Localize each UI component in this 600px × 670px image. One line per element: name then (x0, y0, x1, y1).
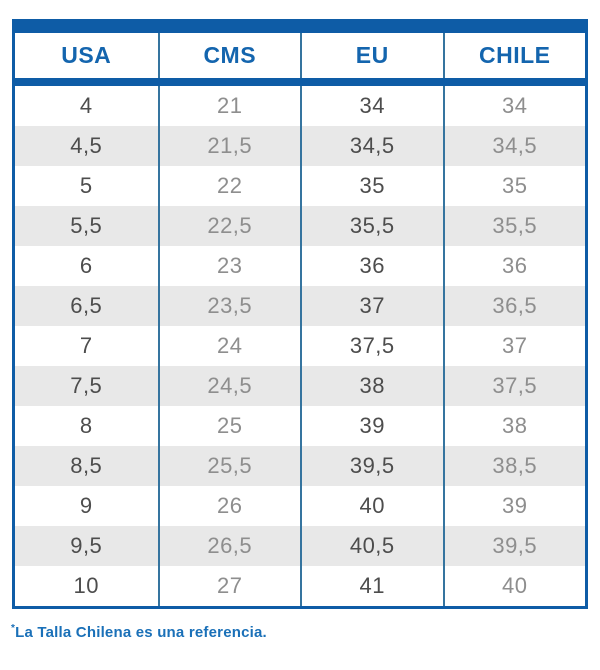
column-header-chile: CHILE (442, 33, 586, 78)
table-body: 4 21 34 34 4,5 21,5 34,5 34,5 5 22 35 35 5,5 22,5 35,5… (15, 86, 585, 606)
footnote-asterisk: * (11, 623, 16, 634)
footnote: *La Talla Chilena es una referencia. (11, 623, 267, 641)
table-cell: 37 (442, 326, 586, 366)
table-cell: 40,5 (300, 526, 443, 566)
table-cell: 39,5 (300, 446, 443, 486)
table-cell: 6 (79, 253, 93, 278)
table-cell: 9 (79, 493, 93, 518)
table-cell: 39 (442, 486, 586, 526)
table-cell: 41 (300, 566, 443, 606)
table-cell: 35 (300, 166, 443, 206)
table-cell: 26,5 (157, 526, 301, 566)
table-cell: 23 (157, 246, 301, 286)
table-top-border (12, 19, 588, 33)
table-cell: 38 (442, 406, 586, 446)
table-cell: 35,5 (442, 206, 586, 246)
table-cell: 36 (300, 246, 443, 286)
table-cell: 4,5 (70, 133, 103, 158)
table-cell: 38,5 (442, 446, 586, 486)
table-cell: 39 (300, 406, 443, 446)
column-header-eu: EU (300, 33, 443, 78)
table-cell: 22,5 (157, 206, 301, 246)
table-row: 7,5 24,5 38 37,5 (15, 366, 585, 406)
table-cell: 6,5 (70, 293, 103, 318)
table-row: 7 24 37,5 37 (15, 326, 585, 366)
size-chart-table: USA CMS EU CHILE 4 21 34 34 4,5 21,5 34,5 34,5 5… (12, 19, 588, 609)
table-cell: 24 (157, 326, 301, 366)
table-row: 6,5 23,5 37 36,5 (15, 286, 585, 326)
table-cell: 5,5 (70, 213, 103, 238)
table-cell: 8 (79, 413, 93, 438)
column-header-cms: CMS (157, 33, 301, 78)
table-row: 4,5 21,5 34,5 34,5 (15, 126, 585, 166)
footnote-text: La Talla Chilena es una referencia. (15, 624, 267, 641)
table-cell: 21 (157, 86, 301, 126)
column-header-usa: USA (61, 42, 112, 68)
table-cell: 9,5 (70, 533, 103, 558)
table-cell: 5 (79, 173, 93, 198)
table-cell: 37,5 (442, 366, 586, 406)
table-header-row: USA CMS EU CHILE (15, 33, 585, 78)
table-cell: 25,5 (157, 446, 301, 486)
table-cell: 34 (442, 86, 586, 126)
table-cell: 7 (79, 333, 93, 358)
table-cell: 7,5 (70, 373, 103, 398)
table-row: 9,5 26,5 40,5 39,5 (15, 526, 585, 566)
table-cell: 34,5 (300, 126, 443, 166)
table-cell: 21,5 (157, 126, 301, 166)
table-row: 9 26 40 39 (15, 486, 585, 526)
table-cell: 40 (442, 566, 586, 606)
table-cell: 8,5 (70, 453, 103, 478)
table-cell: 23,5 (157, 286, 301, 326)
table-cell: 26 (157, 486, 301, 526)
table-cell: 34,5 (442, 126, 586, 166)
table-cell: 36 (442, 246, 586, 286)
table-cell: 10 (73, 573, 99, 598)
table-cell: 24,5 (157, 366, 301, 406)
table-cell: 34 (300, 86, 443, 126)
table-row: 6 23 36 36 (15, 246, 585, 286)
table-row: 8,5 25,5 39,5 38,5 (15, 446, 585, 486)
table-row: 10 27 41 40 (15, 566, 585, 606)
table-row: 5,5 22,5 35,5 35,5 (15, 206, 585, 246)
table-cell: 36,5 (442, 286, 586, 326)
table-row: 8 25 39 38 (15, 406, 585, 446)
table-cell: 40 (300, 486, 443, 526)
table-row: 5 22 35 35 (15, 166, 585, 206)
table-cell: 37,5 (300, 326, 443, 366)
table-cell: 39,5 (442, 526, 586, 566)
table-cell: 4 (79, 93, 93, 118)
table-cell: 35,5 (300, 206, 443, 246)
table-cell: 35 (442, 166, 586, 206)
table-cell: 25 (157, 406, 301, 446)
table-cell: 27 (157, 566, 301, 606)
table-cell: 37 (300, 286, 443, 326)
table-header-separator (12, 78, 588, 86)
table-cell: 38 (300, 366, 443, 406)
table-cell: 22 (157, 166, 301, 206)
table-row: 4 21 34 34 (15, 86, 585, 126)
